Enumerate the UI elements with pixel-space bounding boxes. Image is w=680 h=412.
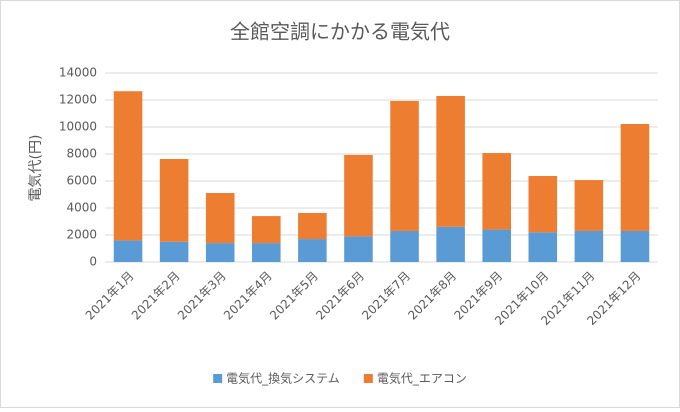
bar-segment: [574, 180, 604, 231]
bar-segment: [482, 153, 511, 230]
bar-segment: [298, 239, 327, 262]
legend-swatch: [363, 374, 373, 383]
legend-label: 電気代_エアコン: [377, 371, 467, 386]
y-tick-label: 10000: [59, 120, 97, 134]
y-tick-label: 12000: [59, 93, 97, 107]
y-tick-label: 14000: [59, 66, 97, 80]
bar-segment: [298, 212, 327, 240]
bar-segment: [252, 243, 281, 262]
bar-segment: [205, 193, 235, 244]
bar-segment: [436, 226, 465, 262]
bar-segment: [159, 158, 189, 242]
y-tick-label: 4000: [66, 201, 97, 215]
y-tick-label: 8000: [66, 147, 97, 161]
y-tick-label: 0: [89, 255, 97, 269]
bar-segment: [620, 124, 650, 231]
bar-segment: [252, 216, 281, 244]
bar-segment: [113, 91, 143, 241]
legend-swatch: [213, 374, 223, 383]
bar-segment: [574, 230, 604, 262]
bar-segment: [113, 240, 143, 262]
legend-label: 電気代_換気システム: [226, 371, 340, 386]
bar-segment: [390, 230, 419, 262]
y-axis-label: 電気代(円): [28, 135, 44, 202]
bar-segment: [390, 100, 419, 231]
bar-segment: [528, 232, 558, 262]
bar-segment: [159, 241, 189, 262]
bar-segment: [436, 95, 465, 227]
bar-segment: [205, 243, 235, 262]
y-tick-label: 2000: [66, 228, 97, 242]
bar-segment: [620, 230, 650, 262]
bar-segment: [344, 236, 373, 262]
chart-title: 全館空調にかかる電気代: [230, 20, 450, 44]
y-tick-label: 6000: [66, 174, 97, 188]
bar-segment: [344, 154, 373, 237]
bar-segment: [528, 176, 558, 233]
bar-segment: [482, 229, 511, 262]
